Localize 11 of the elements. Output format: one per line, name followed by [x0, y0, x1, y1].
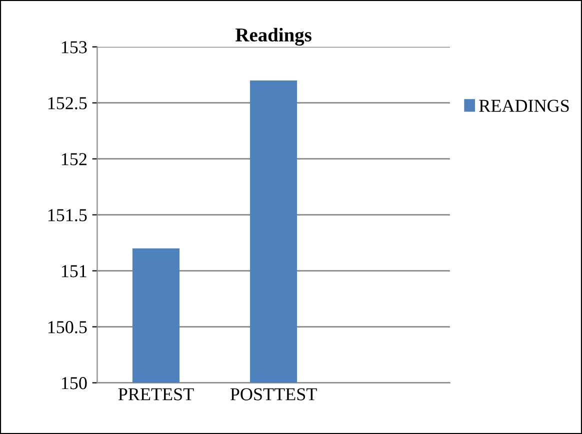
- x-tick-label: PRETEST: [118, 388, 194, 400]
- y-tick-label: 151.5: [48, 209, 87, 222]
- y-tick-label: 151: [62, 265, 86, 278]
- legend-label: READINGS: [479, 100, 569, 112]
- y-tick-label: 152.5: [48, 97, 87, 110]
- x-tick-label: POSTTEST: [230, 388, 317, 400]
- y-tick-label: 150: [62, 377, 87, 390]
- y-tick-label: 153: [62, 41, 87, 54]
- chart-title: Readings: [236, 28, 312, 46]
- y-tick-label: 152: [62, 153, 86, 166]
- y-tick-label: 150.5: [48, 321, 87, 334]
